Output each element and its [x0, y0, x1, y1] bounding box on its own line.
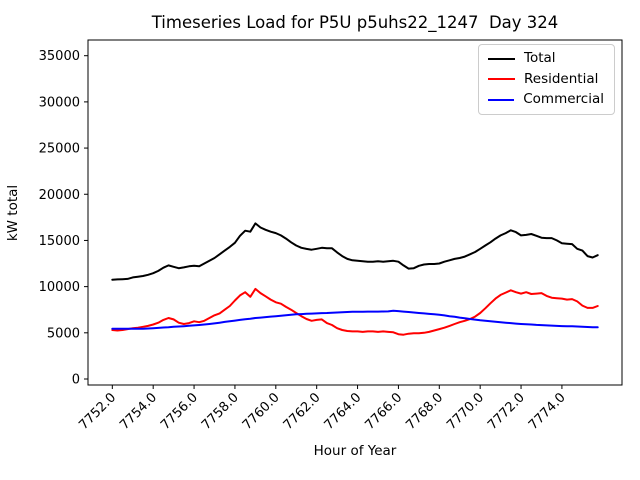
x-tick-label: 7752.0	[76, 390, 119, 433]
y-tick-label: 0	[72, 372, 80, 387]
y-tick-label: 30000	[39, 95, 80, 110]
x-tick-label: 7762.0	[281, 390, 324, 433]
x-tick-label: 7758.0	[199, 390, 242, 433]
x-tick-label: 7770.0	[444, 390, 487, 433]
x-tick-label: 7764.0	[322, 390, 365, 433]
legend-item-total: Total	[488, 50, 604, 66]
x-tick-label: 7768.0	[403, 390, 446, 433]
legend-item-commercial: Commercial	[488, 91, 604, 107]
x-tick-label: 7754.0	[117, 390, 160, 433]
chart-title: Timeseries Load for P5U p5uhs22_1247 Day…	[151, 13, 559, 32]
legend-line-sample-total	[488, 57, 515, 60]
y-tick-label: 35000	[39, 49, 80, 64]
legend-item-residential: Residential	[488, 70, 604, 87]
x-tick-label: 7766.0	[362, 390, 405, 433]
legend-label-residential: Residential	[524, 70, 599, 87]
legend-line-sample-residential	[488, 78, 515, 81]
axes-spines	[87, 39, 623, 386]
y-tick-label: 15000	[39, 234, 80, 249]
y-tick-label: 20000	[39, 188, 80, 203]
x-tick-label: 7772.0	[485, 390, 528, 433]
legend-label-total: Total	[524, 50, 556, 66]
legend-label-commercial: Commercial	[523, 91, 604, 107]
legend: Total Residential Commercial	[478, 44, 615, 115]
legend-line-sample-commercial	[488, 98, 515, 101]
series-line-commercial	[111, 309, 599, 330]
y-tick-label: 25000	[39, 142, 80, 157]
y-tick-label: 5000	[47, 326, 80, 341]
x-tick-label: 7774.0	[526, 390, 569, 433]
series-line-residential	[111, 287, 599, 336]
x-tick-label: 7756.0	[158, 390, 201, 433]
series-line-total	[111, 222, 599, 281]
y-tick-label: 10000	[39, 280, 80, 295]
x-axis-label: Hour of Year	[313, 443, 397, 459]
x-tick-label: 7760.0	[240, 390, 283, 433]
